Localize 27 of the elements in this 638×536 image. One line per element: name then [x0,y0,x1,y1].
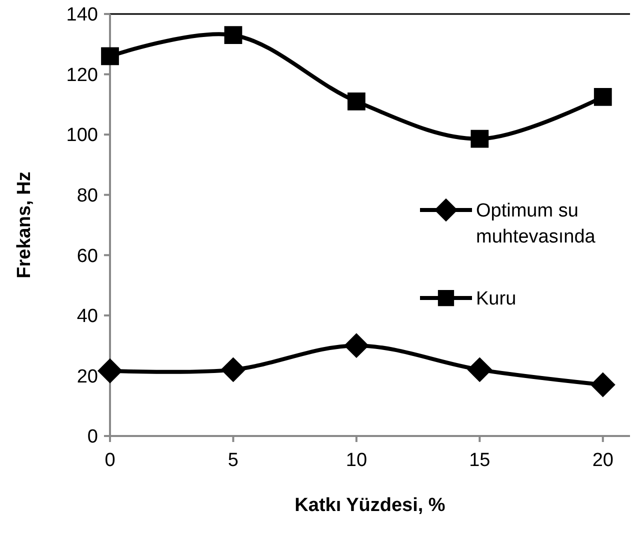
point [224,26,242,44]
x-tick-label: 5 [228,450,239,471]
y-tick-label: 60 [76,246,98,267]
point [467,357,492,382]
y-tick-label: 20 [76,366,98,388]
y-axis-title: Frekans, Hz [14,172,35,278]
x-tick-label: 10 [346,450,368,471]
legend-label: Optimum su muhtevasında [476,200,596,248]
y-tick-label: 100 [66,125,98,146]
y-tick-label: 40 [76,306,98,328]
point [344,333,369,358]
y-tick-label: 120 [66,64,98,86]
x-tick-label: 0 [104,450,116,471]
point [470,130,489,148]
point [590,372,616,398]
x-axis-title: Katkı Yüzdesi, % [294,495,446,516]
y-tick-label: 0 [87,426,98,448]
point [101,47,119,66]
point [98,358,122,384]
legend-label: Kuru [476,288,516,310]
point [220,357,246,382]
point [348,92,366,110]
point [594,88,612,106]
x-tick-label: 15 [469,450,490,471]
y-tick-label: 140 [66,4,98,26]
y-tick-label: 80 [76,186,98,207]
x-tick-label: 20 [592,450,614,471]
